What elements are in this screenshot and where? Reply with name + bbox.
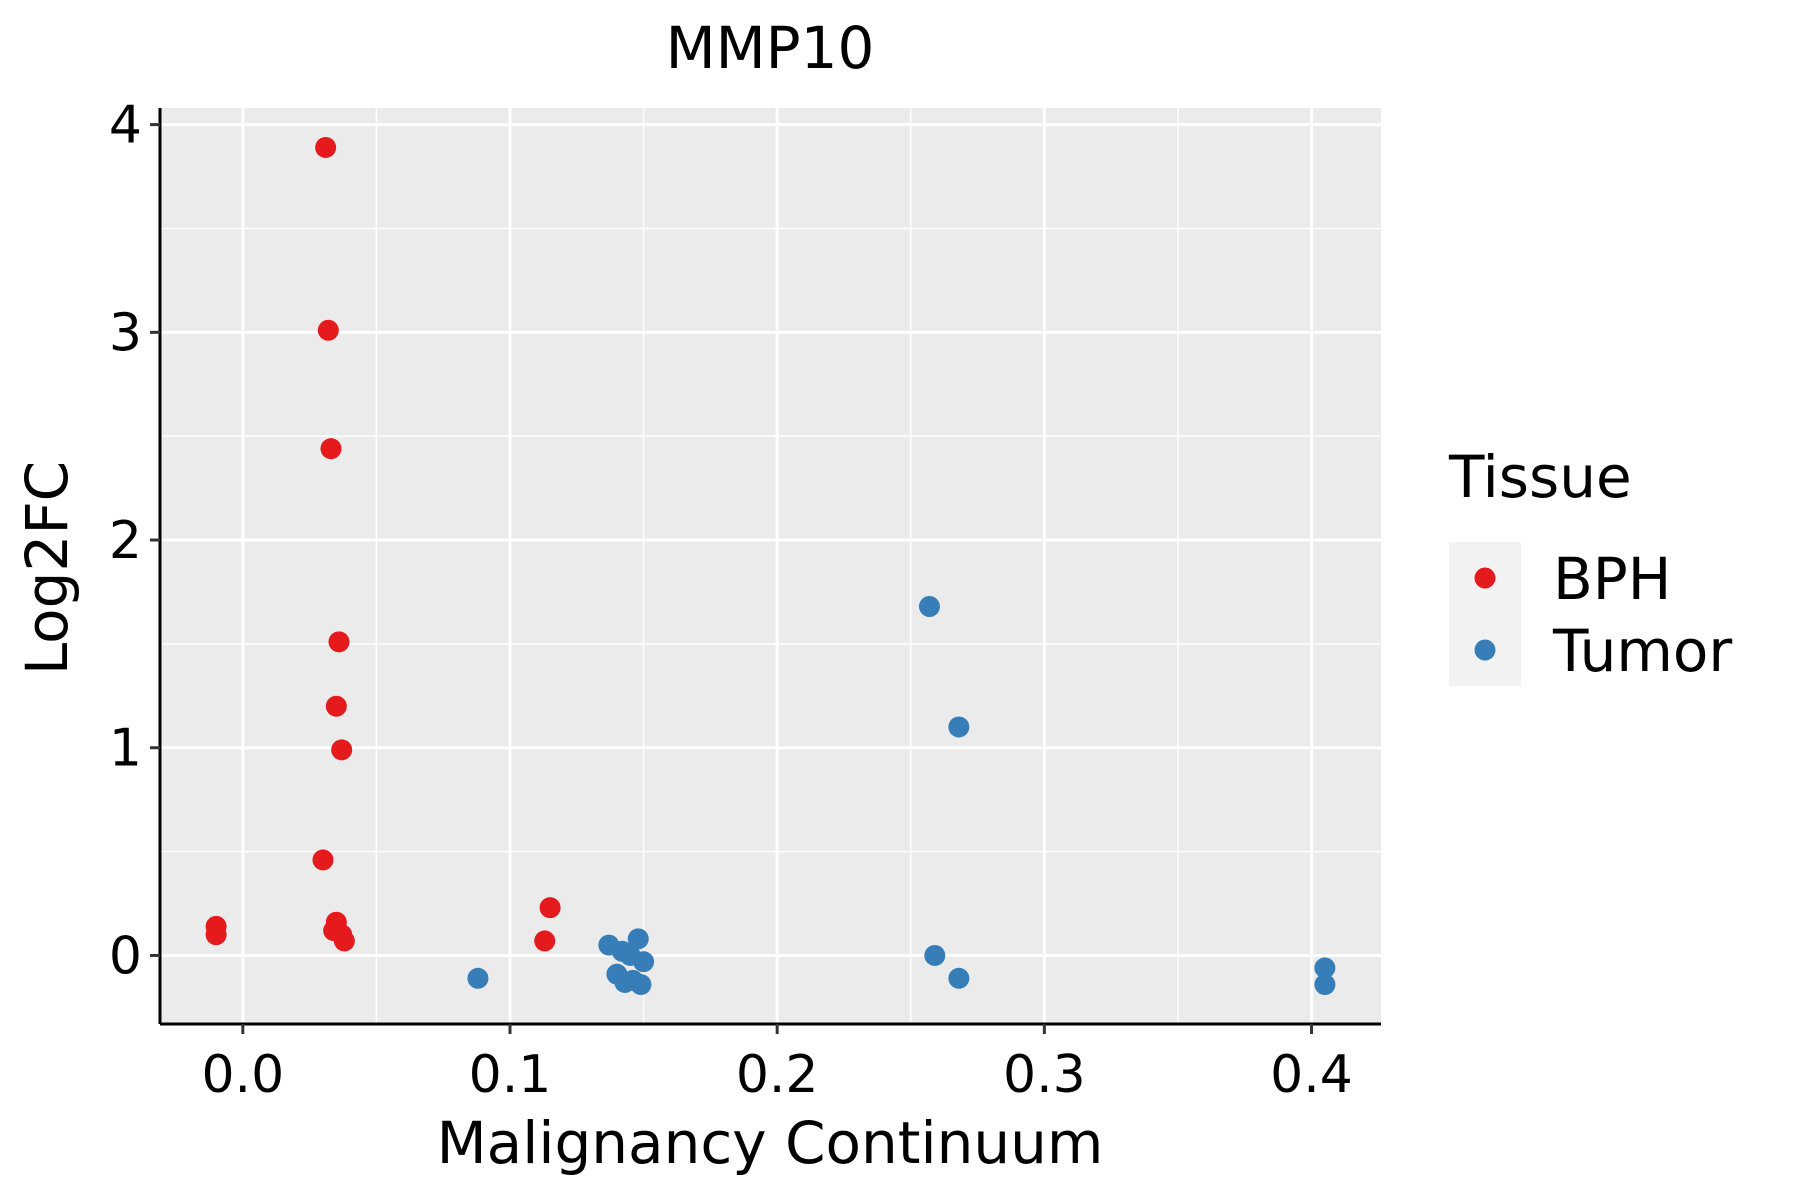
data-point-bph [534,930,556,952]
data-point-tumor [1314,974,1336,996]
data-point-tumor [467,967,489,989]
x-tick-label: 0.0 [201,1045,284,1105]
x-tick-label: 0.1 [469,1045,552,1105]
y-tick-label: 0 [109,926,142,986]
data-point-tumor [948,716,970,738]
y-tick-label: 3 [109,303,142,363]
chart-title: MMP10 [666,14,875,82]
y-tick-label: 1 [109,719,142,779]
plot-panel-background [160,108,1381,1024]
legend-key-bph [1474,567,1496,589]
data-point-bph [315,136,337,158]
data-point-bph [312,849,334,871]
legend-key-background [1449,542,1521,686]
data-point-bph [331,739,353,761]
legend-label-tumor: Tumor [1552,617,1732,685]
x-tick-label: 0.3 [1003,1045,1086,1105]
plot-area: 0.0 0.1 0.2 0.3 0.4 0 1 2 3 4 [109,96,1381,1105]
data-point-bph [205,924,227,946]
data-point-tumor [627,928,649,950]
x-tick-label: 0.2 [736,1045,819,1105]
data-point-bph [320,438,342,460]
y-tick-label: 2 [109,511,142,571]
data-point-bph [539,897,561,919]
data-point-tumor [619,944,641,966]
data-point-tumor [948,967,970,989]
legend-key-tumor [1474,639,1496,661]
y-axis-title: Log2FC [13,461,81,675]
data-point-bph [317,319,339,341]
data-point-tumor [630,974,652,996]
legend-label-bph: BPH [1553,545,1671,613]
x-axis-title: Malignancy Continuum [437,1109,1104,1177]
data-point-tumor [918,596,940,618]
data-point-tumor [1314,957,1336,979]
y-tick-label: 4 [109,96,142,156]
data-point-bph [328,631,350,653]
data-point-bph [333,930,355,952]
data-point-bph [325,695,347,717]
x-tick-label: 0.4 [1270,1045,1353,1105]
data-point-tumor [924,944,946,966]
legend-title: Tissue [1448,443,1632,511]
